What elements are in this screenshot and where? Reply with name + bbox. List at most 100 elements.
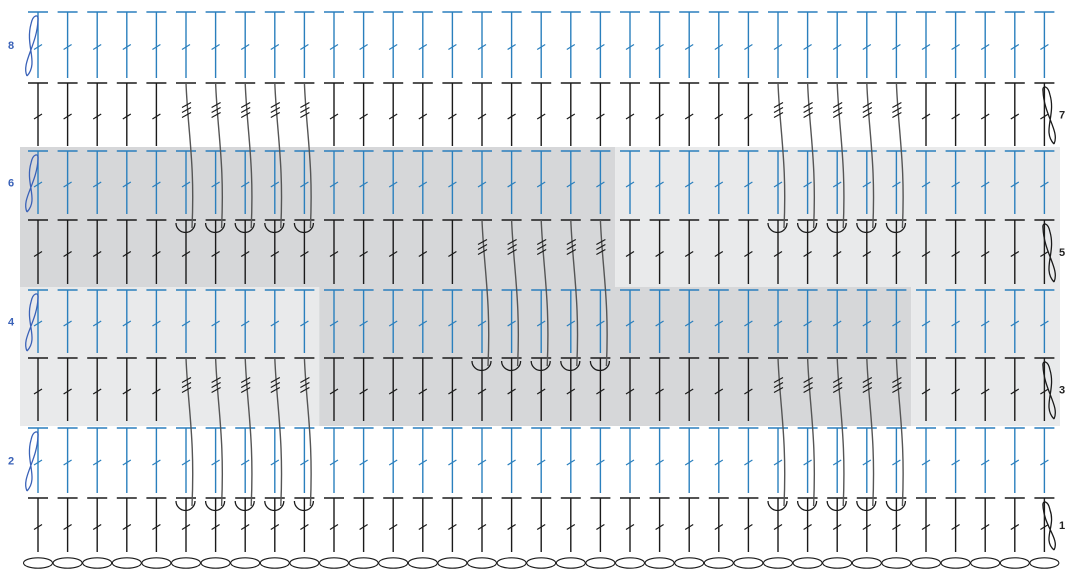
double-crochet-stitch (1034, 289, 1055, 353)
cable-group-2 (767, 357, 907, 512)
double-crochet-stitch (560, 289, 581, 353)
chain-stitch (585, 557, 616, 569)
double-crochet-stitch (560, 150, 581, 214)
chain-stitch (407, 557, 438, 569)
chain-stitch (200, 557, 231, 569)
double-crochet-stitch (797, 289, 818, 353)
double-crochet-stitch (57, 82, 78, 146)
double-crochet-stitch (412, 150, 433, 214)
double-crochet-stitch (1004, 427, 1025, 493)
double-crochet-stitch (501, 497, 522, 552)
double-crochet-stitch (353, 150, 374, 214)
double-crochet-stitch (649, 11, 670, 78)
double-crochet-stitch (116, 82, 137, 146)
double-crochet-stitch (383, 497, 404, 552)
double-crochet-stitch (620, 427, 640, 493)
front-post-stitch (264, 357, 285, 512)
cable-group-4 (175, 82, 315, 234)
double-crochet-stitch (975, 219, 996, 284)
front-post-stitch (530, 219, 552, 372)
front-post-stitch (234, 357, 256, 512)
double-crochet-stitch (738, 357, 759, 421)
front-post-stitch (856, 357, 877, 512)
chain-stitch (111, 557, 142, 569)
double-crochet-stitch (649, 289, 670, 353)
double-crochet-stitch (324, 289, 344, 353)
double-crochet-stitch (590, 497, 611, 552)
cable-group-3 (471, 219, 611, 372)
double-crochet-stitch (87, 219, 108, 284)
double-crochet-stitch (738, 219, 759, 284)
double-crochet-stitch (442, 150, 463, 214)
double-crochet-stitch (916, 82, 936, 146)
double-crochet-stitch (886, 427, 907, 493)
double-crochet-stitch (768, 11, 788, 78)
double-crochet-stitch (235, 150, 256, 214)
chain-stitch (259, 557, 290, 569)
double-crochet-stitch (768, 427, 788, 493)
double-crochet-stitch (1034, 427, 1055, 493)
double-crochet-stitch (87, 289, 108, 353)
double-crochet-stitch (501, 150, 522, 214)
double-crochet-stitch (975, 11, 996, 78)
double-crochet-stitch (620, 82, 640, 146)
double-crochet-stitch (294, 427, 315, 493)
stitch-row-4 (28, 289, 1055, 353)
double-crochet-stitch (945, 357, 966, 421)
chain-stitch (437, 557, 468, 569)
double-crochet-stitch (501, 289, 522, 353)
double-crochet-stitch (738, 11, 759, 78)
row-label-2: 2 (8, 456, 14, 468)
chain-stitch (910, 557, 942, 569)
double-crochet-stitch (442, 11, 463, 78)
double-crochet-stitch (383, 289, 404, 353)
chain-stitch (526, 557, 557, 569)
double-crochet-stitch (235, 11, 256, 78)
double-crochet-stitch (176, 289, 196, 353)
double-crochet-stitch (738, 289, 759, 353)
front-post-stitch (885, 82, 907, 234)
double-crochet-stitch (87, 357, 108, 421)
turning-chain-1 (1042, 501, 1056, 551)
double-crochet-stitch (916, 289, 936, 353)
double-crochet-stitch (531, 289, 552, 353)
chain-stitch (792, 557, 823, 569)
double-crochet-stitch (916, 427, 936, 493)
shaded-area-4 (20, 147, 616, 287)
double-crochet-stitch (649, 497, 670, 552)
turning-chain-6 (25, 154, 39, 213)
double-crochet-stitch (87, 150, 108, 214)
chain-stitch (555, 557, 586, 569)
double-crochet-stitch (531, 497, 552, 552)
front-post-stitch (560, 219, 581, 372)
double-crochet-stitch (590, 289, 611, 353)
front-post-stitch (767, 82, 788, 234)
double-crochet-stitch (146, 357, 167, 421)
double-crochet-stitch (472, 82, 492, 146)
double-crochet-stitch (590, 82, 611, 146)
double-crochet-stitch (324, 357, 344, 421)
double-crochet-stitch (57, 427, 78, 493)
double-crochet-stitch (975, 427, 996, 493)
double-crochet-stitch (294, 11, 315, 78)
double-crochet-stitch (797, 11, 818, 78)
chain-stitch (466, 557, 498, 569)
double-crochet-stitch (176, 11, 196, 78)
chain-stitch (348, 557, 379, 569)
cable-group-5 (767, 82, 907, 234)
front-post-stitch (826, 357, 848, 512)
double-crochet-stitch (442, 219, 463, 284)
front-post-stitch (204, 357, 226, 512)
chain-stitch (703, 557, 734, 569)
double-crochet-stitch (620, 357, 640, 421)
chain-stitch (940, 557, 971, 569)
double-crochet-stitch (501, 82, 522, 146)
double-crochet-stitch (531, 150, 552, 214)
row-label-3: 3 (1059, 385, 1065, 397)
double-crochet-stitch (205, 11, 226, 78)
shaded-regions (20, 147, 1060, 426)
double-crochet-stitch (264, 150, 285, 214)
chain-stitch (674, 557, 705, 569)
double-crochet-stitch (1034, 150, 1055, 214)
double-crochet-stitch (353, 219, 374, 284)
